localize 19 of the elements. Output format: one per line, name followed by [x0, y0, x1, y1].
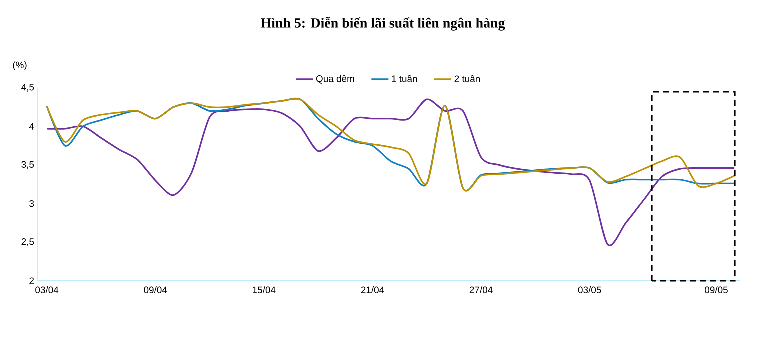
y-axis-title: (%) [13, 62, 27, 70]
y-tick-label: 2,5 [22, 238, 34, 246]
y-tick-label: 3,5 [22, 161, 34, 170]
x-tick-label: 27/04 [470, 286, 493, 294]
x-tick-label: 03/04 [36, 286, 59, 294]
legend-label: Qua đêm [316, 75, 354, 84]
x-tick-label: 09/04 [144, 286, 168, 294]
line-series [46, 98, 736, 246]
x-tick-label: 21/04 [361, 286, 384, 294]
y-tick-label: 2 [30, 278, 34, 284]
y-tick-label: 4,5 [22, 84, 34, 92]
y-tick-label: 3 [30, 200, 34, 208]
legend-label: 2 tuần [454, 75, 480, 82]
x-tick-label: 03/05 [578, 286, 602, 294]
y-tick-label: 4 [29, 123, 34, 130]
chart-title: Hình 5: Diễn biến lãi suất liên ngân hàng [260, 17, 506, 31]
x-tick-label: 15/04 [253, 286, 276, 294]
legend-label: 1 tuần [392, 75, 418, 82]
x-tick-label: 09/05 [705, 286, 728, 294]
